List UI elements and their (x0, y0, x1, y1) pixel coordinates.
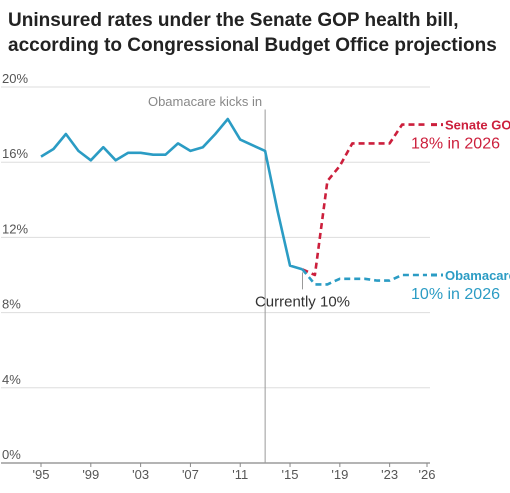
y-tick-label: 4% (2, 372, 21, 387)
x-tick-label: '03 (132, 467, 149, 482)
x-tick-label: '99 (82, 467, 99, 482)
x-tick-label: '15 (282, 467, 299, 482)
policy-label: Obamacare kicks in (148, 94, 262, 109)
series-lines (40, 117, 427, 286)
obamacare-projection-line (301, 268, 427, 286)
obamacare-end-value: 10% in 2026 (411, 286, 500, 303)
x-tick-label: '19 (331, 467, 348, 482)
historical-line (40, 117, 303, 271)
annotations: Currently 10% Senate GOP 18% in 2026 Oba… (255, 118, 510, 311)
obamacare-series-name: Obamacare (445, 268, 510, 283)
gop-series-name: Senate GOP (445, 118, 510, 133)
x-tick-label: '26 (419, 467, 436, 482)
policy-marker: Obamacare kicks in (148, 94, 266, 463)
y-tick-label: 8% (2, 297, 21, 312)
x-tick-label: '23 (381, 467, 398, 482)
gop-projection-line (301, 123, 427, 277)
current-label: Currently 10% (255, 293, 350, 310)
x-tick-label: '95 (33, 467, 50, 482)
y-tick-label: 12% (2, 221, 28, 236)
x-tick-label: '11 (232, 467, 248, 482)
y-tick-label: 16% (2, 146, 28, 161)
x-axis: '95 '99 '03 '07 '11 '15 '19 '23 '26 (33, 463, 436, 482)
y-tick-label: 0% (2, 447, 21, 462)
gop-end-value: 18% in 2026 (411, 136, 500, 153)
y-axis: 0% 4% 8% 12% 16% 20% (2, 71, 28, 462)
gridlines (1, 86, 430, 464)
x-tick-label: '07 (182, 467, 199, 482)
chart-title: Uninsured rates under the Senate GOP hea… (8, 10, 497, 56)
y-tick-label: 20% (2, 71, 28, 86)
